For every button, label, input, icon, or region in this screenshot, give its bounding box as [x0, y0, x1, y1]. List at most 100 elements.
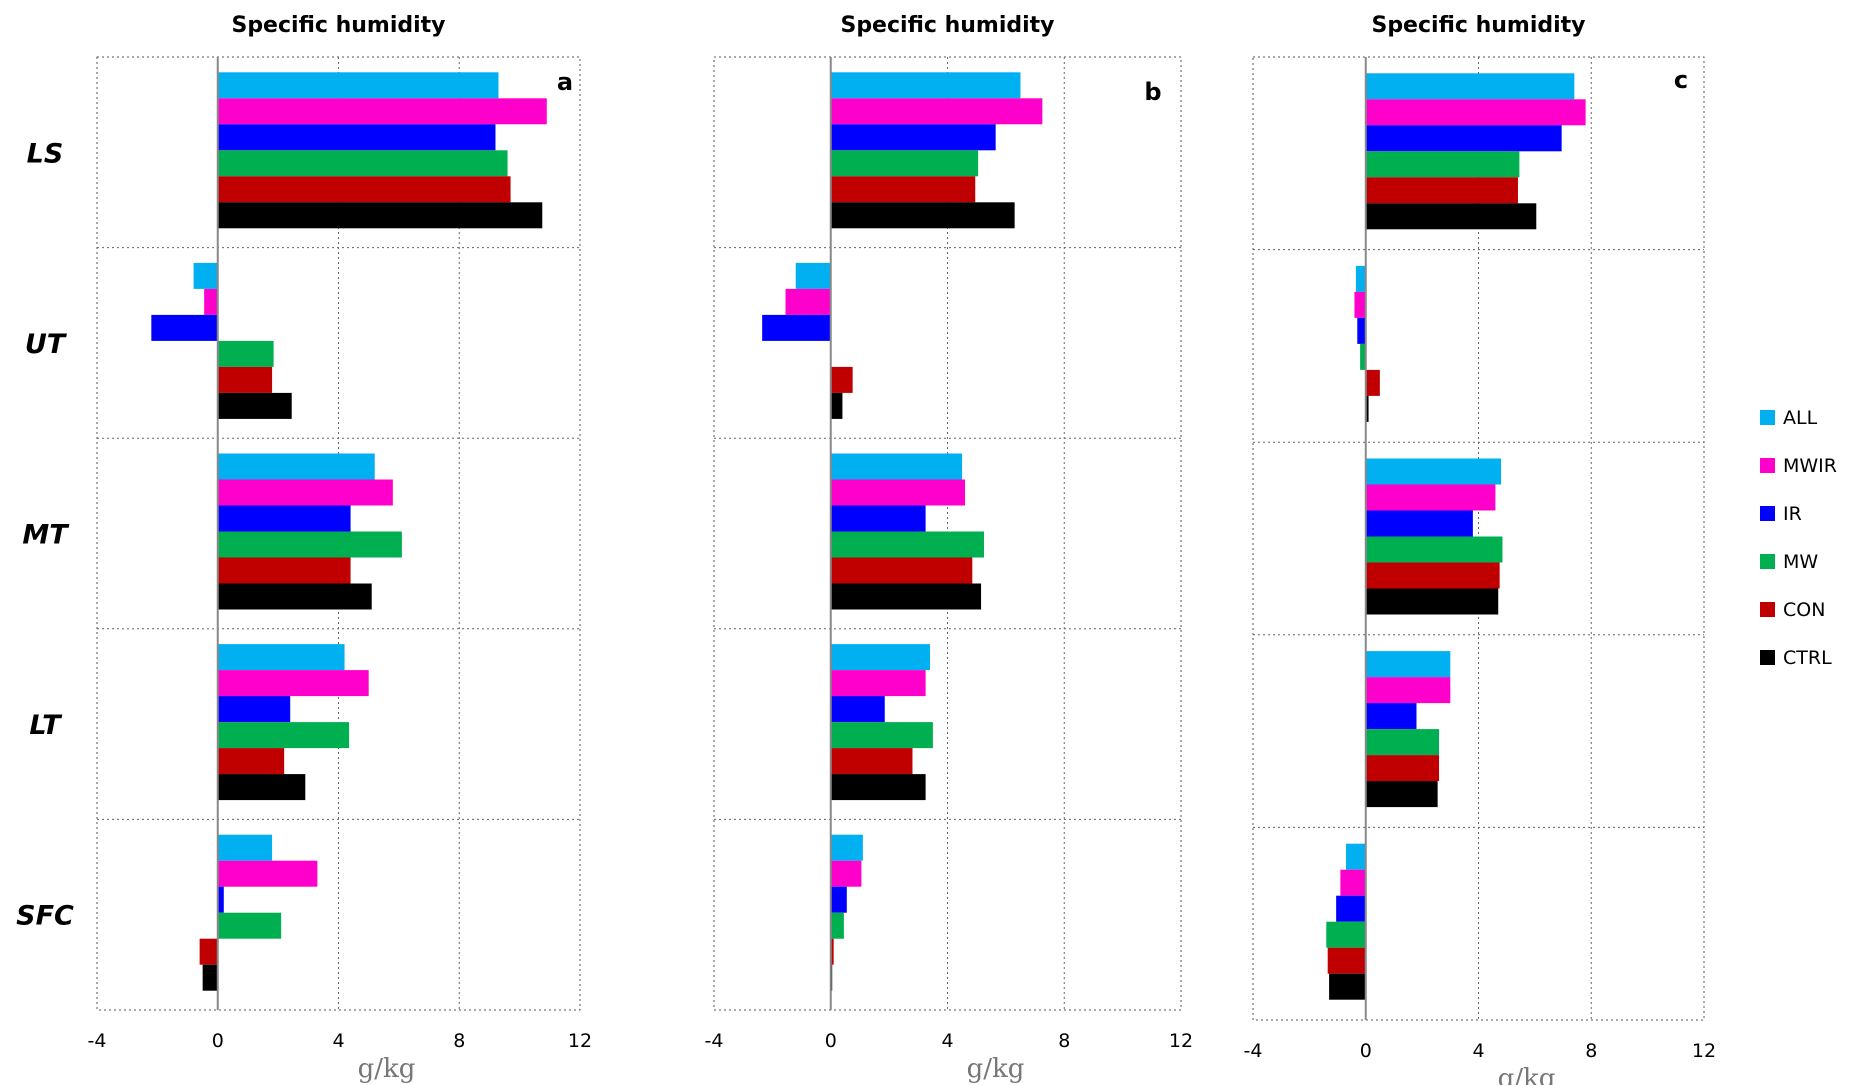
- bar-c-mt-ctrl: [1365, 588, 1499, 615]
- bar-b-lt-all: [830, 644, 930, 671]
- bar-c-ut-mwir: [1354, 291, 1366, 318]
- x-tick-label: 0: [1360, 1040, 1372, 1062]
- panel-letter: a: [557, 68, 573, 96]
- chart-panel-a: -4 0 4 8 12 g/kg Specific humidity a LS UT MT LT SFC: [16, 13, 592, 1084]
- x-tick-label: -4: [1244, 1040, 1263, 1062]
- legend-label-ctrl: CTRL: [1783, 647, 1832, 669]
- chart-panel-c: -4 0 4 8 12 g/kg Specific humidity c: [1244, 13, 1717, 1085]
- bar-c-sfc-mwir: [1340, 869, 1366, 896]
- legend-swatch-mwir: [1760, 458, 1775, 473]
- bar-a-mt-all: [217, 453, 375, 480]
- level-label-sfc: SFC: [16, 901, 74, 932]
- bar-a-lt-ir: [217, 696, 291, 723]
- bar-c-ut-mw: [1360, 343, 1366, 370]
- legend-label-ir: IR: [1783, 503, 1802, 525]
- bar-b-ut-ctrl: [830, 392, 843, 419]
- x-tick-label: 12: [1692, 1040, 1716, 1062]
- chart-panel-b: -4 0 4 8 12 g/kg Specific humidity b: [705, 13, 1194, 1084]
- bar-c-ut-con: [1365, 369, 1380, 396]
- bar-a-ut-mw: [217, 340, 274, 367]
- bar-b-mt-all: [830, 453, 963, 480]
- level-label-lt: LT: [29, 710, 63, 741]
- bar-b-ls-mwir: [830, 98, 1043, 125]
- x-tick-label: 8: [453, 1030, 465, 1052]
- bar-a-sfc-ir: [217, 886, 224, 913]
- legend-swatch-con: [1760, 602, 1775, 617]
- level-label-ls: LS: [27, 138, 64, 169]
- x-tick-label: 12: [1169, 1030, 1193, 1052]
- legend-swatch-ir: [1760, 506, 1775, 521]
- x-axis-unit-label: g/kg: [358, 1054, 416, 1084]
- bar-c-ut-all: [1355, 265, 1366, 292]
- bar-c-lt-mw: [1365, 729, 1440, 756]
- bar-a-sfc-con: [199, 938, 218, 965]
- bar-b-ls-con: [830, 176, 976, 203]
- bar-a-sfc-mwir: [217, 860, 318, 887]
- bar-c-ls-con: [1365, 177, 1518, 204]
- bar-b-ls-all: [830, 72, 1021, 99]
- legend: ALL MWIR IR MW CON CTRL: [1760, 407, 1837, 669]
- bar-a-mt-mw: [217, 531, 402, 558]
- bar-b-lt-ctrl: [830, 774, 926, 801]
- x-tick-label: 8: [1585, 1040, 1597, 1062]
- bar-a-lt-mw: [217, 722, 350, 749]
- bar-c-ls-all: [1365, 73, 1575, 100]
- bar-b-lt-ir: [830, 696, 885, 723]
- bar-c-ut-ctrl: [1365, 395, 1369, 422]
- bar-b-sfc-ir: [830, 886, 847, 913]
- bar-b-mt-mwir: [830, 479, 966, 506]
- bar-c-sfc-all: [1346, 843, 1366, 870]
- bar-a-mt-mwir: [217, 479, 393, 506]
- legend-swatch-ctrl: [1760, 650, 1775, 665]
- bar-a-sfc-ctrl: [202, 964, 218, 991]
- bar-b-sfc-all: [830, 834, 863, 861]
- bar-a-ut-mwir: [204, 288, 218, 315]
- bar-c-lt-con: [1365, 755, 1440, 782]
- bar-c-mt-con: [1365, 562, 1500, 589]
- bar-b-mt-mw: [830, 531, 984, 558]
- x-tick-label: 4: [941, 1030, 953, 1052]
- bar-b-ut-all: [795, 262, 831, 289]
- bar-b-ut-ir: [762, 314, 831, 341]
- bar-c-lt-all: [1365, 651, 1451, 678]
- bar-b-mt-con: [830, 557, 973, 584]
- legend-label-con: CON: [1783, 599, 1825, 621]
- bar-a-ut-ir: [151, 314, 218, 341]
- bar-a-lt-con: [217, 748, 285, 775]
- bar-a-ls-ctrl: [217, 202, 543, 229]
- level-label-ut: UT: [25, 329, 68, 360]
- legend-swatch-all: [1760, 410, 1775, 425]
- bar-b-ut-con: [830, 366, 853, 393]
- x-tick-label: 0: [212, 1030, 224, 1052]
- bar-b-sfc-mw: [830, 912, 844, 939]
- bar-c-sfc-con: [1327, 947, 1366, 974]
- x-tick-label: -4: [705, 1030, 724, 1052]
- bar-a-mt-ctrl: [217, 583, 372, 610]
- bar-a-lt-all: [217, 644, 345, 671]
- chart-title: Specific humidity: [1371, 13, 1585, 38]
- x-tick-label: 4: [332, 1030, 344, 1052]
- bar-c-mt-ir: [1365, 510, 1473, 537]
- panel-letter: b: [1144, 78, 1161, 106]
- bar-a-lt-mwir: [217, 670, 369, 697]
- bar-a-mt-ir: [217, 505, 351, 532]
- bar-a-ut-all: [193, 262, 218, 289]
- bar-b-sfc-con: [830, 938, 834, 965]
- x-tick-label: 0: [825, 1030, 837, 1052]
- bar-c-lt-ir: [1365, 703, 1417, 730]
- bar-b-mt-ir: [830, 505, 926, 532]
- bar-a-lt-ctrl: [217, 774, 306, 801]
- panel-letter: c: [1674, 66, 1688, 94]
- bar-a-ls-mw: [217, 150, 508, 177]
- chart-title: Specific humidity: [231, 13, 445, 38]
- x-tick-label: 12: [568, 1030, 592, 1052]
- bar-c-mt-mw: [1365, 536, 1503, 563]
- bar-c-lt-ctrl: [1365, 781, 1438, 808]
- bar-a-ls-all: [217, 72, 499, 99]
- x-axis-unit-label: g/kg: [967, 1054, 1025, 1084]
- bar-a-ls-ir: [217, 124, 496, 151]
- bar-b-ls-mw: [830, 150, 979, 177]
- level-label-mt: MT: [22, 520, 70, 551]
- bar-a-sfc-mw: [217, 912, 282, 939]
- bar-c-sfc-ir: [1336, 895, 1366, 922]
